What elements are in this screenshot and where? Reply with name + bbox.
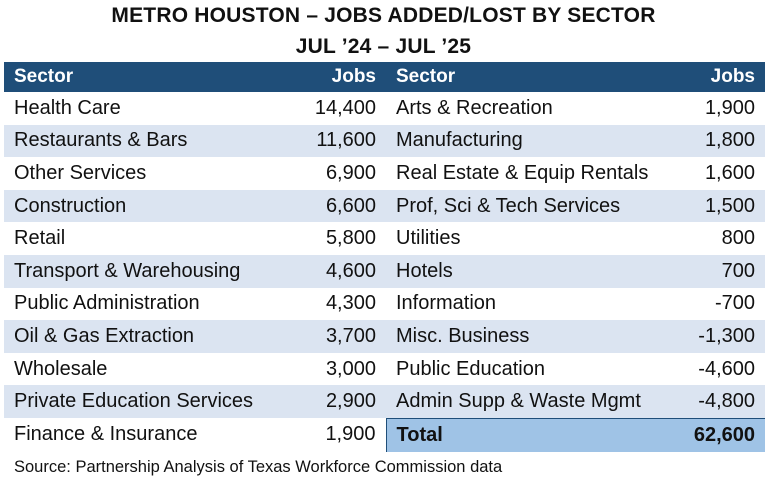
header-jobs-right: Jobs <box>678 62 765 92</box>
sector-cell: Real Estate & Equip Rentals <box>396 161 649 184</box>
sector-cell: Finance & Insurance <box>14 423 198 446</box>
jobs-cell: 4,300 <box>325 292 376 315</box>
jobs-cell: 3,700 <box>304 320 386 353</box>
jobs-cell: 6,600 <box>304 189 386 223</box>
sector-cell: Construction <box>4 189 304 223</box>
table-row: Private Education Services 2,900 Admin Sup… <box>4 385 765 419</box>
table-row: Wholesale 3,000 Public Education -4,600 <box>4 353 765 386</box>
jobs-cell: -1,300 <box>678 320 765 353</box>
sector-cell: Prof, Sci & Tech Services <box>386 189 678 223</box>
sector-cell: Public Education <box>396 357 545 380</box>
jobs-cell: 1,900 <box>325 423 376 446</box>
table-title: METRO HOUSTON – JOBS ADDED/LOST BY SECTO… <box>111 4 656 27</box>
sector-cell: Utilities <box>396 227 461 250</box>
table-row: Oil & Gas Extraction 3,700 Misc. Business -… <box>4 320 765 353</box>
jobs-cell: 1,800 <box>678 124 765 158</box>
sector-cell: Private Education Services <box>4 385 304 419</box>
sector-cell: Misc. Business <box>386 320 678 353</box>
total-value: 62,600 <box>678 417 765 452</box>
header-row: Sector Jobs Sector Jobs <box>4 62 765 92</box>
jobs-cell: 14,400 <box>314 96 376 119</box>
jobs-cell: 1,900 <box>704 96 755 119</box>
source-note: Source: Partnership Analysis of Texas Wo… <box>14 458 503 476</box>
jobs-cell: 1,500 <box>678 189 765 223</box>
header-sector-right: Sector <box>386 62 678 92</box>
sector-cell: Retail <box>14 227 66 250</box>
table-body: Health Care 14,400 Arts & Recreation 1,900 R… <box>4 92 765 452</box>
jobs-cell: 800 <box>721 227 755 250</box>
sector-cell: Restaurants & Bars <box>4 124 304 158</box>
sector-cell: Transport & Warehousing <box>4 254 304 288</box>
sector-cell: Information <box>396 292 497 315</box>
jobs-cell: -4,600 <box>698 357 755 380</box>
jobs-cell: 700 <box>678 254 765 288</box>
total-label: Total <box>385 417 678 452</box>
table-row: Transport & Warehousing 4,600 Hotels 700 <box>4 254 765 288</box>
table-row: Finance & Insurance 1,900 Total 62,600 <box>4 417 765 452</box>
table-row: Restaurants & Bars 11,600 Manufacturing 1,8… <box>4 124 765 158</box>
header-jobs-left: Jobs <box>304 62 386 92</box>
table-row: Health Care 14,400 Arts & Recreation 1,900 <box>4 92 765 125</box>
sector-cell: Admin Supp & Waste Mgmt <box>386 385 678 419</box>
header-sector-left: Sector <box>4 62 304 92</box>
jobs-cell: 4,600 <box>304 254 386 288</box>
jobs-cell: -4,800 <box>678 385 765 419</box>
jobs-cell: 5,800 <box>325 227 376 250</box>
sector-cell: Manufacturing <box>386 124 678 158</box>
jobs-cell: 2,900 <box>304 385 386 419</box>
sector-cell: Wholesale <box>14 357 108 380</box>
jobs-cell: 11,600 <box>304 124 386 158</box>
jobs-cell: -700 <box>714 292 755 315</box>
sector-cell: Oil & Gas Extraction <box>4 320 304 353</box>
jobs-cell: 6,900 <box>325 161 376 184</box>
table-row: Other Services 6,900 Real Estate & Equip R… <box>4 157 765 190</box>
table-row: Retail 5,800 Utilities 800 <box>4 222 765 255</box>
sector-cell: Arts & Recreation <box>396 96 553 119</box>
jobs-cell: 3,000 <box>325 357 376 380</box>
jobs-table: Sector Jobs Sector Jobs Health Care 14,40… <box>4 62 765 452</box>
table-row: Public Administration 4,300 Information -70… <box>4 288 765 321</box>
table-subtitle: JUL ’24 – JUL ’25 <box>295 35 472 58</box>
sector-cell: Public Administration <box>14 292 200 315</box>
sector-cell: Health Care <box>14 96 121 119</box>
sector-cell: Hotels <box>386 254 678 288</box>
table-row: Construction 6,600 Prof, Sci & Tech Servic… <box>4 189 765 223</box>
sector-cell: Other Services <box>14 161 147 184</box>
jobs-cell: 1,600 <box>704 161 755 184</box>
